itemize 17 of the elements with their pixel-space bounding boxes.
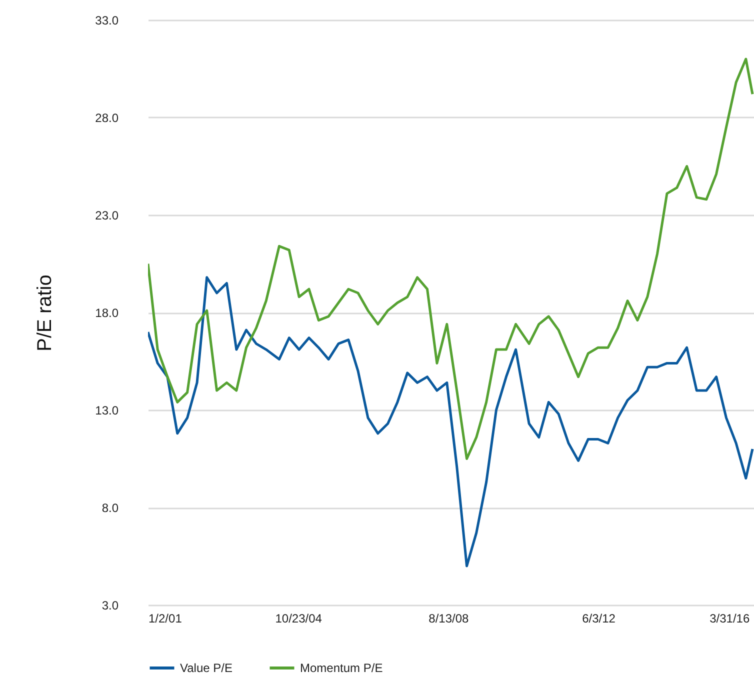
x-tick-label: 1/2/01 (148, 612, 182, 626)
y-tick-label: 3.0 (102, 598, 119, 612)
x-tick-label: 10/23/04 (275, 612, 322, 626)
legend-label: Momentum P/E (300, 661, 383, 675)
y-axis-title: P/E ratio (34, 274, 56, 352)
y-tick-label: 33.0 (95, 14, 119, 28)
y-tick-label: 23.0 (95, 208, 119, 222)
y-tick-label: 13.0 (95, 404, 119, 418)
legend-label: Value P/E (180, 661, 232, 675)
y-tick-label: 8.0 (102, 501, 119, 515)
line-series (148, 58, 754, 460)
line-series (148, 276, 754, 568)
x-tick-label: 3/31/16 (710, 612, 750, 626)
x-tick-label: 6/3/12 (582, 612, 616, 626)
y-tick-label: 28.0 (95, 111, 119, 125)
y-tick-label: 18.0 (95, 306, 119, 320)
x-tick-label: 8/13/08 (428, 612, 470, 626)
